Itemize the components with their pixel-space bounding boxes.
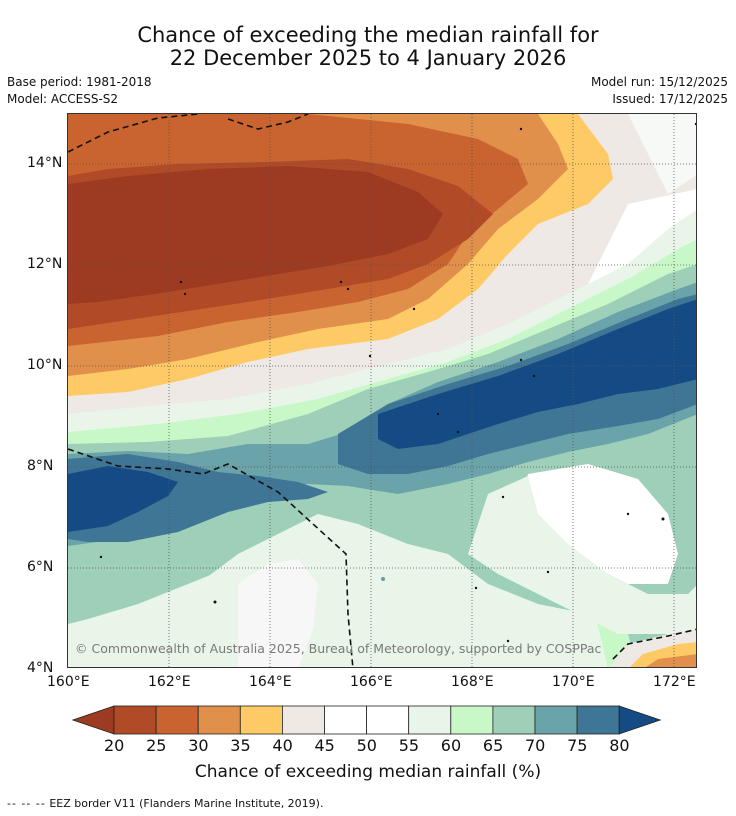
band-neutral-se [518, 464, 678, 584]
model-name: Model: ACCESS-S2 [7, 92, 119, 106]
colorbar-tick-50: 50 [356, 736, 377, 755]
lat-tick-14n: 14°N [27, 155, 63, 171]
lat-tick-12n: 12°N [27, 256, 63, 272]
map-title-line1: Chance of exceeding the median rainfall … [137, 23, 599, 47]
eez-border [68, 114, 696, 667]
band-80-core-central [378, 299, 696, 449]
colorbar-cell-20-25 [113, 705, 157, 735]
colorbar-tick-60: 60 [440, 736, 462, 755]
lon-tick-168e: 168°E [451, 674, 494, 690]
colorbar-cell-60-65 [450, 705, 494, 735]
lat-tick-4n: 4°N [27, 660, 54, 676]
colorbar-tick-75: 75 [567, 736, 588, 755]
map-canvas [68, 114, 696, 667]
colorbar-cell-25-30 [155, 705, 199, 735]
issued-date: Issued: 17/12/2025 [612, 92, 728, 106]
colorbar-cell-65-70 [492, 705, 536, 735]
eez-legend-marker: -- -- -- [7, 797, 46, 810]
map-title-line2: 22 December 2025 to 4 January 2026 [169, 46, 567, 70]
eez-legend: -- -- -- EEZ border V11 (Flanders Marine… [7, 797, 323, 810]
colorbar-title: Chance of exceeding median rainfall (%) [194, 762, 542, 782]
colorbar-tick-65: 65 [482, 736, 504, 755]
colorbar-cell-40-45 [281, 705, 325, 735]
band-70-east [628, 434, 696, 544]
colorbar-tick-45: 45 [314, 736, 335, 755]
colorbar-cell-50-55 [366, 705, 410, 735]
lat-tick-10n: 10°N [27, 357, 63, 373]
map-credit: © Commonwealth of Australia 2025, Bureau… [75, 641, 602, 656]
lon-tick-162e: 162°E [148, 674, 191, 690]
lon-tick-160e: 160°E [47, 674, 90, 690]
colorbar-cell-45-50 [324, 705, 367, 735]
colorbar-cell-75-80 [576, 705, 620, 735]
meta-right: Model run: 15/12/2025 Issued: 17/12/2025 [591, 74, 728, 108]
band-neutral-sw [238, 559, 318, 667]
colorbar-tick-30: 30 [188, 736, 209, 755]
band-20 [68, 166, 443, 304]
lon-tick-172e: 172°E [653, 674, 696, 690]
colorbar-extend-low [72, 705, 115, 735]
colorbar-tick-20: 20 [104, 736, 125, 755]
model-run: Model run: 15/12/2025 [590, 75, 728, 89]
colorbar-cell-30-35 [197, 705, 241, 735]
lat-tick-8n: 8°N [27, 458, 54, 474]
lat-tick-6n: 6°N [27, 559, 54, 575]
colorbar-tick-70: 70 [525, 736, 546, 755]
lon-tick-164e: 164°E [249, 674, 292, 690]
colorbar-tick-35: 35 [230, 736, 251, 755]
colorbar-tick-55: 55 [398, 736, 420, 755]
graticule [68, 114, 696, 667]
colorbar-cell-35-40 [239, 705, 283, 735]
lon-tick-166e: 166°E [350, 674, 393, 690]
band-80-core-west [68, 466, 178, 532]
band-60-se [468, 476, 696, 634]
lon-tick-170e: 170°E [552, 674, 595, 690]
meta-left: Base period: 1981-2018 Model: ACCESS-S2 [7, 74, 152, 108]
colorbar-cell-55-60 [408, 705, 452, 735]
island-markers [99, 122, 696, 643]
colorbar [72, 705, 662, 735]
eez-legend-text: EEZ border V11 (Flanders Marine Institut… [49, 797, 324, 810]
colorbar-tick-25: 25 [146, 736, 167, 755]
band-35-se-inner [646, 654, 696, 667]
colorbar-extend-high [618, 705, 662, 735]
base-period: Base period: 1981-2018 [7, 75, 152, 89]
rainfall-map [67, 113, 697, 668]
band-55-pale-ne [628, 114, 696, 194]
colorbar-tick-40: 40 [272, 736, 293, 755]
colorbar-cell-70-75 [534, 705, 578, 735]
colorbar-tick-80: 80 [609, 736, 630, 755]
